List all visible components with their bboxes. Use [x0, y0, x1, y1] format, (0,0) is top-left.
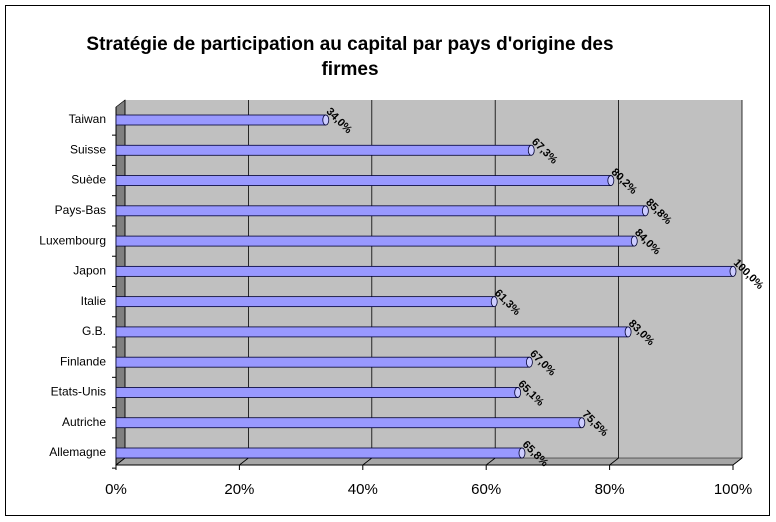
grid-line — [362, 457, 373, 466]
x-tick-label: 100% — [714, 481, 752, 498]
bar — [115, 144, 532, 156]
bar-end — [322, 114, 330, 126]
grid-line — [485, 457, 496, 466]
y-tick-label: Finlande — [60, 354, 106, 368]
floor — [115, 457, 743, 466]
x-tick-label: 0% — [105, 481, 127, 498]
y-tick-label: Etats-Unis — [51, 385, 106, 399]
y-tick-label: Taiwan — [69, 112, 106, 126]
bar — [115, 114, 327, 126]
x-tick-label: 40% — [348, 481, 378, 498]
bar — [115, 447, 523, 459]
bar-end — [630, 235, 638, 247]
bar — [115, 205, 646, 217]
y-tick-label: Suède — [71, 173, 106, 187]
y-tick-label: Italie — [81, 294, 107, 308]
grid-line — [609, 457, 619, 466]
bar-end — [514, 387, 522, 398]
bar — [115, 296, 495, 308]
back-wall — [125, 100, 742, 458]
bar-end — [525, 356, 533, 368]
bar-end — [490, 296, 498, 308]
bar — [115, 387, 519, 398]
bar-end — [729, 265, 737, 277]
y-tick-label: Luxembourg — [39, 233, 106, 247]
x-tick-label: 20% — [224, 481, 254, 498]
bar — [115, 326, 629, 338]
y-tick-label: Japon — [73, 264, 106, 278]
bar — [115, 417, 583, 429]
bar-end — [607, 175, 615, 186]
x-tick-label: 80% — [595, 481, 625, 498]
grid-line — [115, 457, 126, 466]
bar-end — [578, 417, 586, 429]
bar-end — [527, 144, 535, 156]
bar-end — [624, 326, 632, 338]
chart-title: Stratégie de participation au capital pa… — [86, 34, 614, 80]
y-tick-label: Suisse — [70, 142, 106, 156]
y-tick-label: Allemagne — [49, 445, 106, 459]
y-tick-label: Pays-Bas — [55, 203, 106, 217]
bar-end — [641, 205, 649, 217]
bar — [115, 235, 635, 247]
bar — [115, 265, 734, 277]
y-tick-label: G.B. — [82, 324, 106, 338]
y-tick-label: Autriche — [62, 415, 106, 429]
bar — [115, 356, 530, 368]
x-tick-label: 60% — [471, 481, 501, 498]
bar — [115, 175, 612, 186]
grid-line — [239, 457, 249, 466]
grid-line — [732, 457, 743, 466]
bar-end — [518, 447, 526, 459]
